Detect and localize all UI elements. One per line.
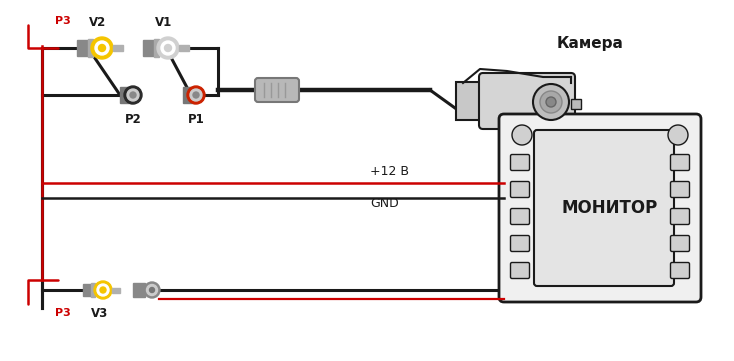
FancyBboxPatch shape bbox=[479, 73, 575, 129]
Circle shape bbox=[161, 41, 175, 55]
Circle shape bbox=[100, 287, 106, 293]
Text: V2: V2 bbox=[90, 16, 106, 29]
Text: Камера: Камера bbox=[556, 36, 623, 51]
FancyBboxPatch shape bbox=[511, 209, 529, 225]
Circle shape bbox=[193, 92, 199, 98]
FancyBboxPatch shape bbox=[511, 235, 529, 252]
Bar bbox=[120, 87, 133, 103]
Bar bbox=[154, 39, 159, 57]
Circle shape bbox=[94, 281, 112, 299]
Bar bbox=[91, 283, 95, 297]
Bar bbox=[88, 39, 93, 57]
Circle shape bbox=[157, 37, 179, 59]
Text: P3: P3 bbox=[55, 308, 70, 318]
Circle shape bbox=[130, 92, 136, 98]
Circle shape bbox=[546, 97, 556, 107]
Circle shape bbox=[144, 282, 160, 298]
Circle shape bbox=[150, 287, 154, 292]
Text: GND: GND bbox=[370, 197, 399, 210]
Circle shape bbox=[98, 44, 106, 52]
Bar bbox=[113, 45, 123, 51]
FancyBboxPatch shape bbox=[456, 82, 484, 120]
Text: P3: P3 bbox=[55, 16, 70, 26]
FancyBboxPatch shape bbox=[670, 209, 689, 225]
FancyBboxPatch shape bbox=[511, 155, 529, 170]
Circle shape bbox=[540, 91, 562, 113]
FancyBboxPatch shape bbox=[670, 235, 689, 252]
Circle shape bbox=[91, 37, 113, 59]
FancyBboxPatch shape bbox=[511, 262, 529, 278]
FancyBboxPatch shape bbox=[499, 114, 701, 302]
Bar bbox=[112, 287, 120, 292]
Circle shape bbox=[124, 86, 142, 104]
Bar bbox=[77, 40, 91, 56]
Circle shape bbox=[147, 284, 158, 296]
Text: V1: V1 bbox=[156, 16, 172, 29]
FancyBboxPatch shape bbox=[670, 262, 689, 278]
Bar bbox=[143, 40, 157, 56]
Circle shape bbox=[187, 86, 205, 104]
FancyBboxPatch shape bbox=[255, 78, 299, 102]
Text: P1: P1 bbox=[188, 113, 204, 126]
Circle shape bbox=[668, 125, 688, 145]
Bar bbox=[133, 283, 145, 297]
Bar bbox=[571, 99, 581, 109]
FancyBboxPatch shape bbox=[534, 130, 674, 286]
Text: V3: V3 bbox=[91, 307, 109, 320]
Bar bbox=[183, 87, 196, 103]
FancyBboxPatch shape bbox=[670, 182, 689, 197]
Circle shape bbox=[95, 41, 109, 55]
Text: МОНИТОР: МОНИТОР bbox=[562, 199, 658, 217]
FancyBboxPatch shape bbox=[511, 182, 529, 197]
Circle shape bbox=[512, 125, 532, 145]
Bar bbox=[179, 45, 189, 51]
Text: P2: P2 bbox=[125, 113, 142, 126]
Text: +12 В: +12 В bbox=[370, 165, 409, 178]
Circle shape bbox=[164, 44, 172, 52]
FancyBboxPatch shape bbox=[670, 155, 689, 170]
Circle shape bbox=[127, 89, 139, 101]
Circle shape bbox=[97, 284, 109, 296]
Bar bbox=[83, 284, 94, 296]
Circle shape bbox=[533, 84, 569, 120]
Circle shape bbox=[190, 89, 202, 101]
